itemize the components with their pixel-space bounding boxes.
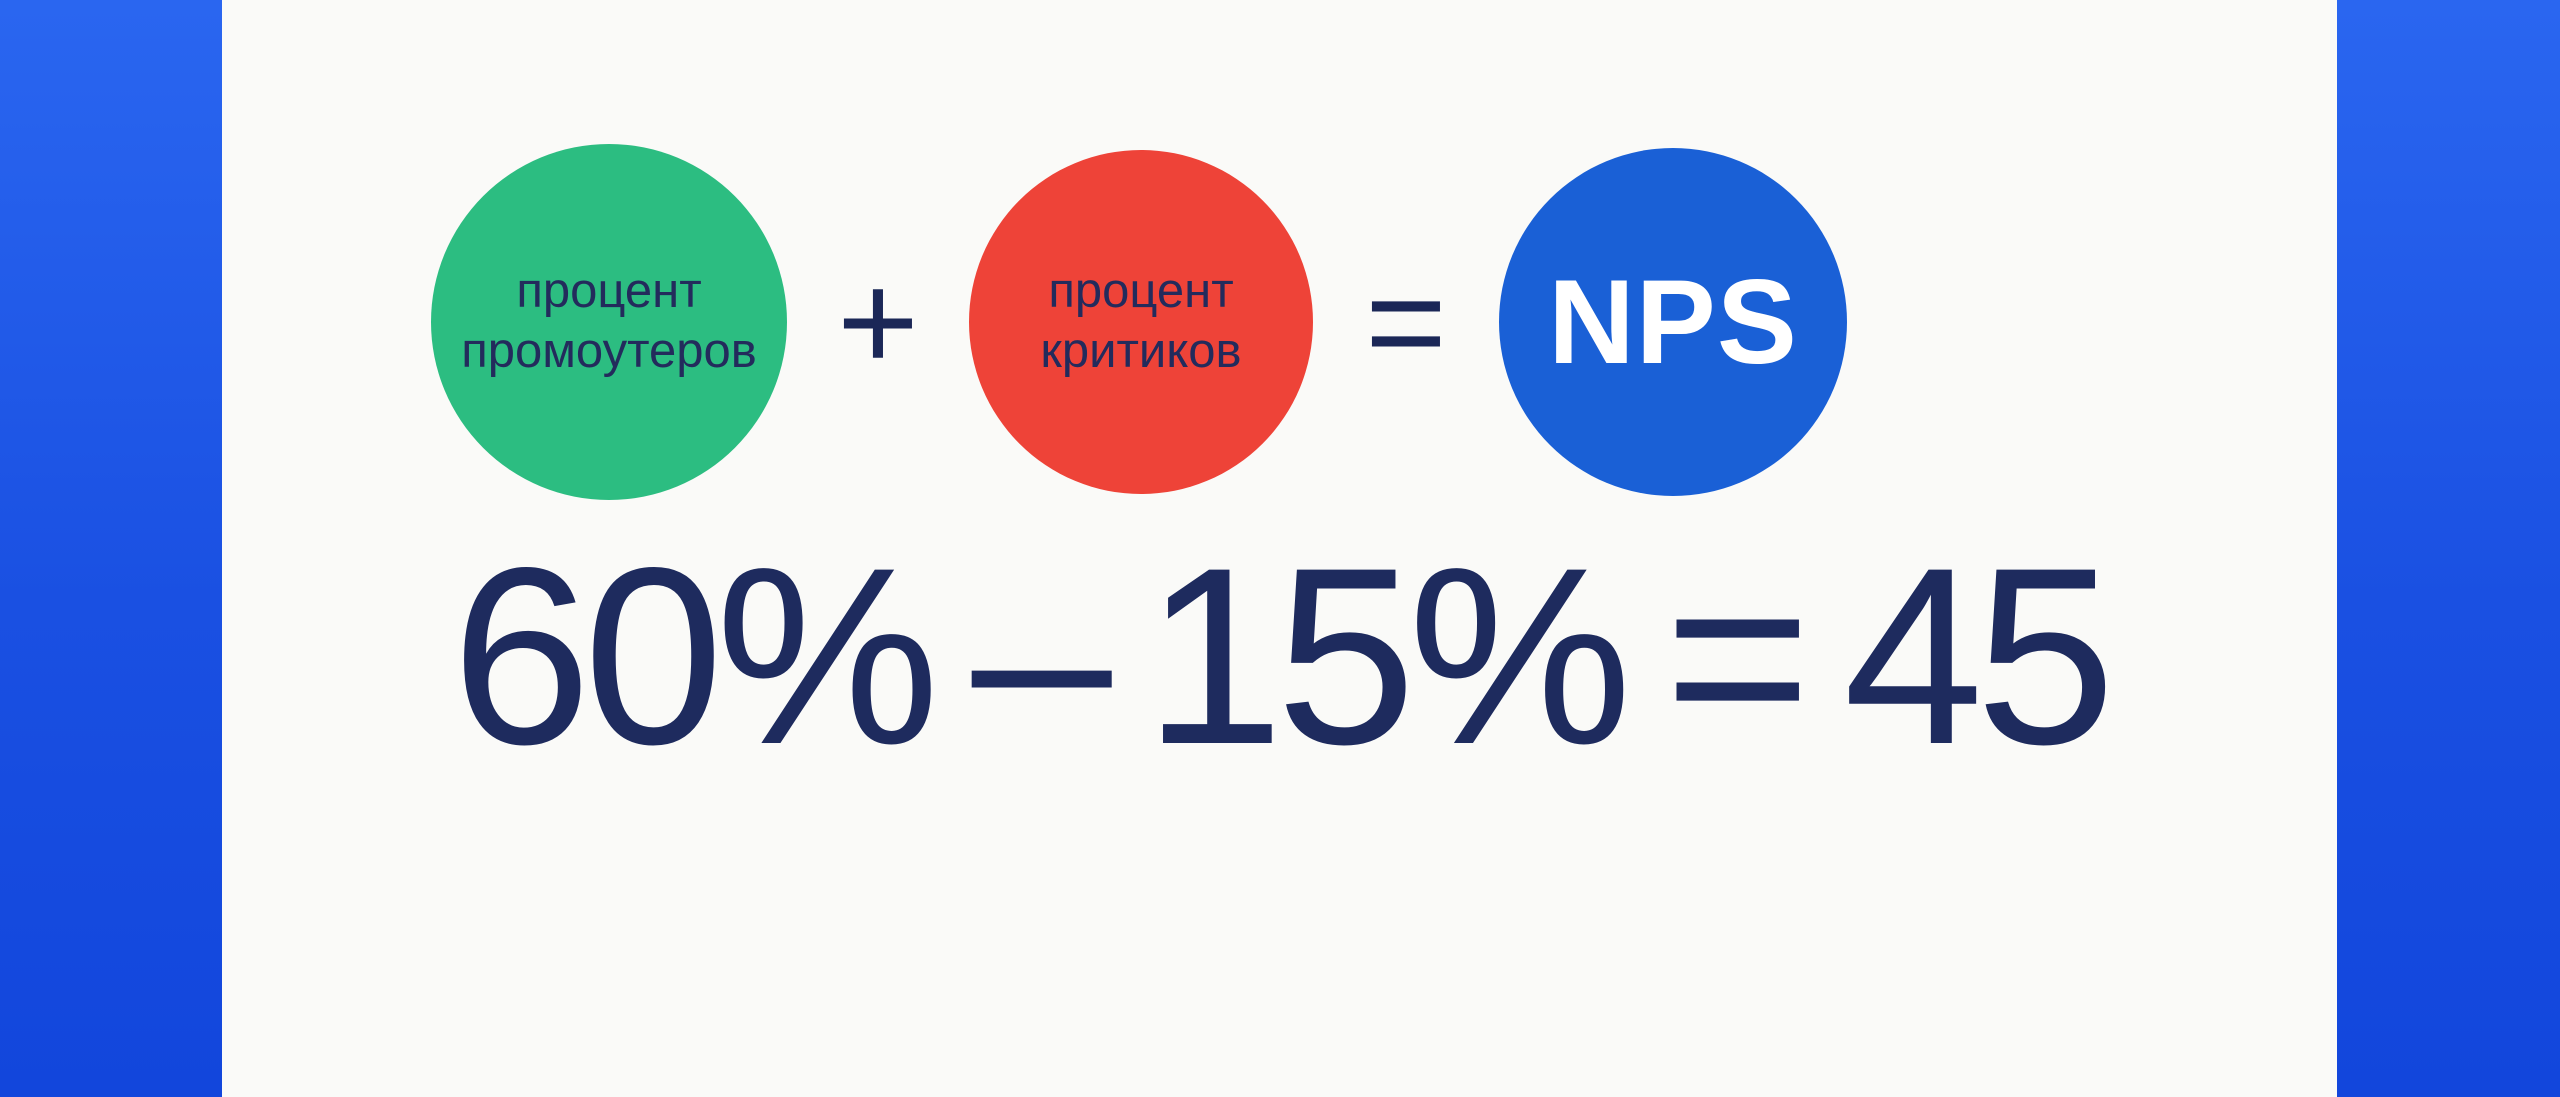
- equals-symbol: =: [1365, 243, 1447, 400]
- nps-circle: NPS: [1499, 148, 1847, 496]
- nps-value: 45: [1843, 516, 2115, 797]
- detractors-circle: процент критиков: [969, 150, 1313, 494]
- content-panel: процент промоутеров + процент критиков =…: [222, 0, 2337, 1097]
- promoters-circle: процент промоутеров: [431, 144, 787, 500]
- left-blue-bar: [0, 0, 222, 1097]
- detractors-label-line1: процент: [1048, 264, 1234, 319]
- plus-icon: +: [787, 252, 969, 392]
- nps-label: NPS: [1548, 255, 1798, 389]
- promoters-value: 60%: [451, 516, 939, 797]
- promoters-label-line2: промоутеров: [461, 324, 757, 378]
- detractors-value: 15%: [1143, 516, 1632, 797]
- plus-symbol: +: [837, 243, 919, 400]
- promoters-label-line1: процент: [516, 264, 702, 319]
- right-blue-bar: [2335, 0, 2560, 1097]
- minus-symbol: –: [971, 516, 1112, 797]
- nps-equation-diagram: процент промоутеров + процент критиков =…: [431, 144, 1847, 500]
- nps-formula: 60% – 15% = 45: [222, 531, 2337, 783]
- formula-equals-symbol: =: [1664, 516, 1811, 797]
- detractors-label-line2: критиков: [1040, 324, 1242, 378]
- equals-icon: =: [1313, 252, 1499, 392]
